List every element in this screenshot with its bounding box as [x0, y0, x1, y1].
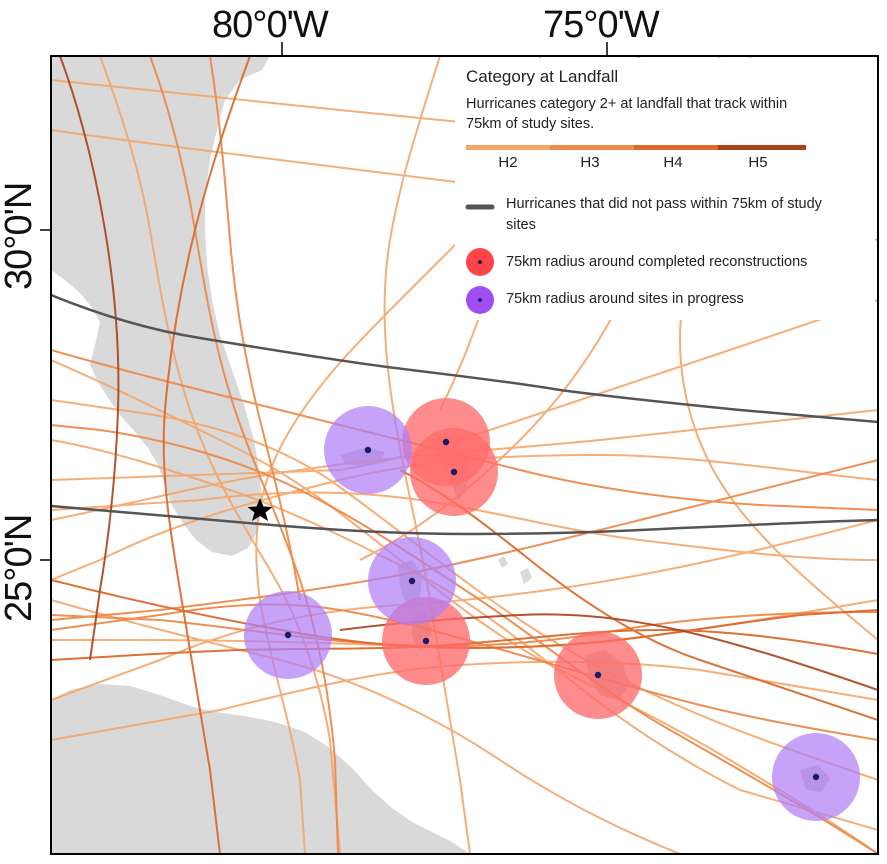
isla-de-la-juventud: [70, 764, 104, 788]
hurricane-track-h2: [51, 399, 878, 781]
legend-gray-track-label: Hurricanes that did not pass within 75km…: [506, 196, 822, 233]
legend-panel: [455, 58, 875, 320]
gray-hurricane-track: [51, 293, 878, 424]
legend-progress-label: 75km radius around sites in progress: [506, 291, 744, 307]
florida-landmass: [51, 56, 270, 556]
site-dot: [442, 438, 450, 446]
star-marker-icon: [247, 498, 273, 521]
site-dot: [284, 631, 292, 639]
gray-hurricane-track: [51, 504, 878, 536]
hurricane-track-h3: [51, 424, 878, 854]
legend-label-h3: H3: [580, 154, 600, 171]
legend-label-h5: H5: [748, 154, 768, 171]
legend-label-h2: H2: [498, 154, 518, 171]
bahamas-island: [520, 568, 532, 584]
x-tick-80w: 80°0'W: [212, 4, 329, 46]
site-dot: [422, 637, 430, 645]
legend-bar-h2: [466, 145, 550, 150]
legend-subtitle: Hurricanes category 2+ at landfall that …: [466, 96, 788, 132]
bahamas-island: [498, 556, 508, 568]
legend-bar-h3: [550, 145, 634, 150]
hurricane-track-h4: [162, 56, 251, 854]
legend-title: Category at Landfall: [466, 67, 619, 86]
site-dot: [812, 773, 820, 781]
legend-completed-label: 75km radius around completed reconstruct…: [506, 254, 808, 270]
legend-bar-h4: [634, 145, 718, 150]
legend-label-h4: H4: [663, 154, 683, 171]
site-dot: [594, 671, 602, 679]
cuba-landmass: [51, 684, 470, 854]
hurricane-track-h3: [209, 56, 301, 601]
legend-completed-dot: [478, 260, 482, 264]
map-frame: [50, 55, 879, 855]
site-dot: [450, 468, 458, 476]
legend-bar-h5: [718, 145, 806, 150]
site-dot: [364, 446, 372, 454]
legend-progress-dot: [478, 298, 482, 302]
hurricane-track-h2: [51, 359, 878, 854]
hurricane-track-h2: [51, 599, 681, 854]
site-dot: [408, 577, 416, 585]
x-tick-75w: 75°0'W: [543, 4, 660, 46]
